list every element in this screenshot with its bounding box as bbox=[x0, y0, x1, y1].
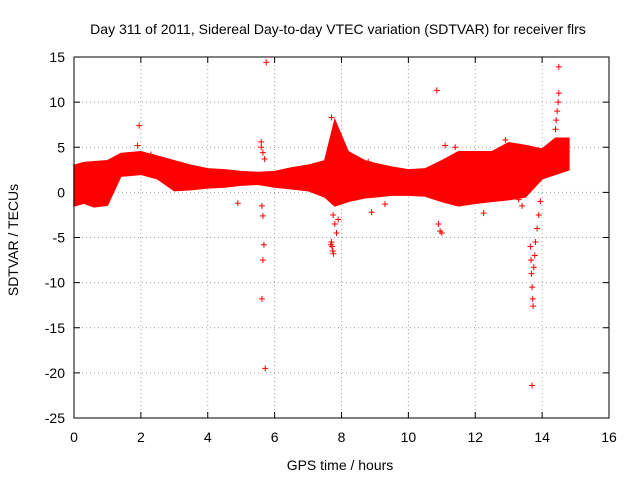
y-axis-label: SDTVAR / TECUs bbox=[5, 184, 21, 296]
outlier-point bbox=[329, 248, 336, 255]
y-tick-label: -5 bbox=[53, 230, 66, 246]
outlier-point bbox=[553, 117, 560, 124]
outlier-point bbox=[328, 239, 335, 246]
data-band bbox=[73, 117, 570, 208]
outlier-point bbox=[262, 365, 269, 372]
outlier-point bbox=[528, 257, 535, 264]
outlier-point bbox=[537, 198, 544, 205]
outlier-point bbox=[261, 155, 268, 162]
grid bbox=[74, 57, 609, 418]
outlier-point bbox=[333, 229, 340, 236]
outlier-point bbox=[530, 303, 537, 310]
outlier-point bbox=[452, 144, 459, 151]
outlier-point bbox=[258, 144, 265, 151]
chart-title: Day 311 of 2011, Sidereal Day-to-day VTE… bbox=[90, 21, 586, 37]
outlier-point bbox=[134, 142, 141, 149]
y-tick-label: -10 bbox=[45, 275, 65, 291]
x-tick-label: 14 bbox=[534, 429, 550, 445]
x-tick-label: 4 bbox=[204, 429, 212, 445]
outlier-point bbox=[519, 202, 526, 209]
outlier-point bbox=[259, 149, 266, 156]
x-tick-label: 8 bbox=[338, 429, 346, 445]
outlier-point bbox=[327, 241, 334, 248]
outlier-point bbox=[528, 270, 535, 277]
outlier-point bbox=[527, 243, 534, 250]
outlier-point bbox=[330, 211, 337, 218]
outlier-point bbox=[480, 210, 487, 217]
plot-frame bbox=[73, 56, 610, 419]
x-axis-label: GPS time / hours bbox=[287, 457, 394, 473]
y-tick-label: 5 bbox=[57, 139, 65, 155]
y-tick-label: 0 bbox=[57, 184, 65, 200]
x-tick-label: 12 bbox=[467, 429, 483, 445]
outlier-point bbox=[529, 295, 536, 302]
outlier-point bbox=[331, 220, 338, 227]
outlier-point bbox=[529, 382, 536, 389]
y-tick-label: -25 bbox=[45, 410, 65, 426]
outlier-point bbox=[259, 212, 266, 219]
outlier-point bbox=[259, 257, 266, 264]
outlier-point bbox=[552, 126, 559, 133]
outlier-point bbox=[531, 252, 538, 259]
y-tick-label: -15 bbox=[45, 320, 65, 336]
outlier-point bbox=[335, 216, 342, 223]
outlier-point bbox=[535, 211, 542, 218]
outlier-point bbox=[328, 114, 335, 121]
y-tick-label: 10 bbox=[49, 94, 65, 110]
y-tick-label: -20 bbox=[45, 365, 65, 381]
outlier-point bbox=[554, 108, 561, 115]
outlier-point bbox=[555, 90, 562, 97]
outlier-point bbox=[534, 225, 541, 232]
outlier-point bbox=[515, 196, 522, 203]
y-tick-label: 15 bbox=[49, 49, 65, 65]
outlier-point bbox=[136, 122, 143, 129]
outlier-point bbox=[433, 87, 440, 94]
outlier-point bbox=[530, 264, 537, 271]
x-tick-label: 16 bbox=[601, 429, 617, 445]
outlier-point bbox=[545, 145, 552, 152]
outlier-point bbox=[442, 142, 449, 149]
outlier-point bbox=[147, 151, 154, 158]
outlier-point bbox=[502, 137, 509, 144]
outlier-point bbox=[555, 99, 562, 106]
data-points bbox=[73, 59, 570, 389]
x-tick-label: 0 bbox=[70, 429, 78, 445]
outlier-point bbox=[438, 229, 445, 236]
x-tick-label: 2 bbox=[137, 429, 145, 445]
outlier-point bbox=[330, 250, 337, 257]
outlier-point bbox=[263, 59, 270, 66]
outlier-point bbox=[260, 241, 267, 248]
x-tick-label: 6 bbox=[271, 429, 279, 445]
outlier-point bbox=[555, 63, 562, 70]
outlier-point bbox=[258, 202, 265, 209]
outlier-point bbox=[365, 158, 372, 165]
outlier-point bbox=[234, 200, 241, 207]
outlier-point bbox=[529, 284, 536, 291]
outlier-point bbox=[532, 239, 539, 246]
outlier-point bbox=[258, 295, 265, 302]
ticks: 0 2 4 6 8 10 12 14 16 -25 -20 -15 -10 -5 0 5 10 15 bbox=[45, 49, 617, 445]
outlier-point bbox=[435, 220, 442, 227]
outlier-point bbox=[368, 209, 375, 216]
outlier-point bbox=[258, 138, 265, 145]
outlier-point bbox=[381, 201, 388, 208]
x-tick-label: 10 bbox=[401, 429, 417, 445]
